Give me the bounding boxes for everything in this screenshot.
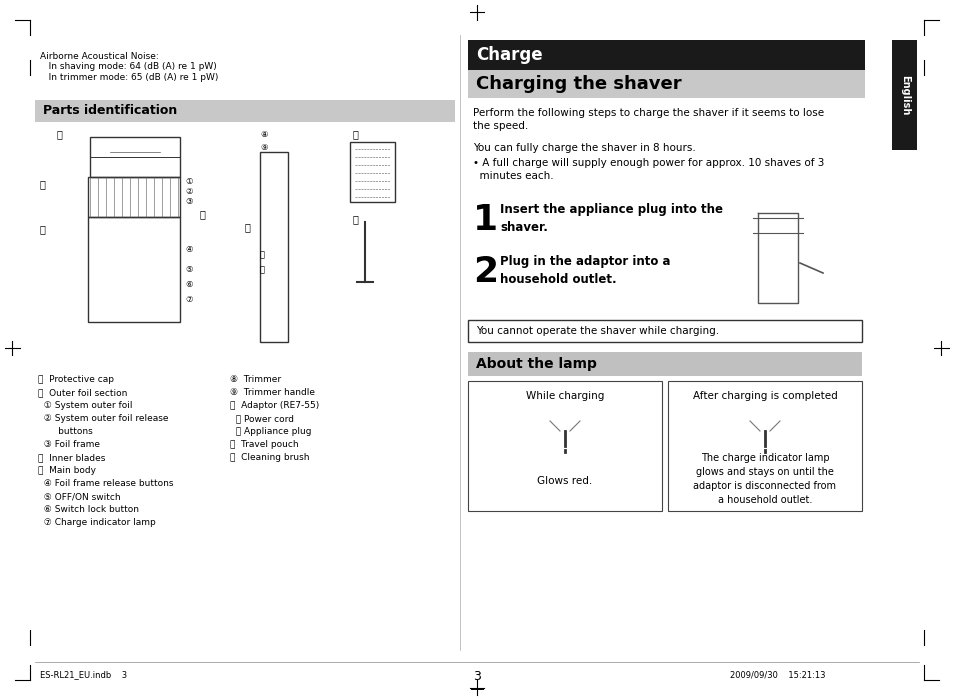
Text: ④: ④ [185,245,193,254]
Text: ⑨: ⑨ [260,143,267,152]
Text: ⑪ Power cord: ⑪ Power cord [230,414,294,423]
Text: ②: ② [185,187,193,196]
Text: You can fully charge the shaver in 8 hours.: You can fully charge the shaver in 8 hou… [473,143,695,153]
Text: Ⓒ: Ⓒ [200,209,206,219]
Text: Ⓓ: Ⓓ [40,224,46,234]
Text: Ⓔ  Adaptor (RE7-55): Ⓔ Adaptor (RE7-55) [230,401,319,410]
Text: 2009/09/30    15:21:13: 2009/09/30 15:21:13 [729,670,824,679]
Bar [88,217,180,322]
Text: Ⓑ  Outer foil section: Ⓑ Outer foil section [38,388,128,397]
Bar [90,137,180,177]
Bar [260,152,288,342]
Text: ⑤: ⑤ [185,265,193,274]
Text: Charging the shaver: Charging the shaver [476,75,680,93]
Text: • A full charge will supply enough power for approx. 10 shaves of 3
  minutes ea: • A full charge will supply enough power… [473,158,823,181]
Bar [667,381,862,511]
Text: ⑨  Trimmer handle: ⑨ Trimmer handle [230,388,314,397]
Bar [88,177,180,217]
Text: 1: 1 [473,203,497,237]
Text: English: English [899,75,909,116]
Text: ① System outer foil: ① System outer foil [38,401,132,410]
Text: Airborne Acoustical Noise:
   In shaving mode: 64 (dB (A) re 1 pW)
   In trimmer: Airborne Acoustical Noise: In shaving mo… [40,52,218,82]
Text: ⑧: ⑧ [260,130,267,139]
Text: ES-RL21_EU.indb    3: ES-RL21_EU.indb 3 [40,670,127,679]
Bar [468,352,862,376]
Text: About the lamp: About the lamp [476,357,597,371]
Text: ⑪: ⑪ [260,250,265,259]
Text: Ⓒ  Inner blades: Ⓒ Inner blades [38,453,105,462]
Text: The charge indicator lamp
glows and stays on until the
adaptor is disconnected f: The charge indicator lamp glows and stay… [693,453,836,505]
Text: ⑦: ⑦ [185,295,193,304]
Text: Ⓑ: Ⓑ [40,179,46,189]
Text: Parts identification: Parts identification [43,104,177,118]
Text: Ⓖ: Ⓖ [353,214,358,224]
Text: ② System outer foil release: ② System outer foil release [38,414,169,423]
Text: Ⓕ: Ⓕ [353,129,358,139]
Text: ⑦ Charge indicator lamp: ⑦ Charge indicator lamp [38,518,155,527]
Text: After charging is completed: After charging is completed [692,391,837,401]
Text: Glows red.: Glows red. [537,476,592,486]
Text: ①: ① [185,177,193,186]
Bar [891,40,916,150]
Bar [350,142,395,202]
Text: ⑫: ⑫ [260,265,265,274]
Bar [468,70,864,98]
Text: ④ Foil frame release buttons: ④ Foil frame release buttons [38,479,173,488]
Text: While charging: While charging [525,391,603,401]
Text: ⑥: ⑥ [185,280,193,289]
Text: Ⓐ: Ⓐ [57,129,63,139]
Text: ③ Foil frame: ③ Foil frame [38,440,100,449]
Text: 2: 2 [473,255,497,289]
Text: 3: 3 [473,670,480,683]
Text: Perform the following steps to charge the shaver if it seems to lose
the speed.: Perform the following steps to charge th… [473,108,823,131]
Text: Ⓕ  Travel pouch: Ⓕ Travel pouch [230,440,298,449]
Text: ⑤ OFF/ON switch: ⑤ OFF/ON switch [38,492,120,501]
Text: Ⓖ  Cleaning brush: Ⓖ Cleaning brush [230,453,309,462]
Text: Plug in the adaptor into a
household outlet.: Plug in the adaptor into a household out… [499,255,670,286]
Text: Ⓓ  Main body: Ⓓ Main body [38,466,96,475]
Text: Charge: Charge [476,46,542,64]
Bar [468,381,661,511]
Text: ⑥ Switch lock button: ⑥ Switch lock button [38,505,139,514]
Text: Insert the appliance plug into the
shaver.: Insert the appliance plug into the shave… [499,203,722,234]
Bar [468,320,862,342]
Text: Ⓐ  Protective cap: Ⓐ Protective cap [38,375,113,384]
FancyBboxPatch shape [35,100,455,122]
Text: ⑧  Trimmer: ⑧ Trimmer [230,375,281,384]
Text: Ⓔ: Ⓔ [245,222,251,232]
Text: ③: ③ [185,197,193,206]
Text: buttons: buttons [38,427,92,436]
Text: You cannot operate the shaver while charging.: You cannot operate the shaver while char… [476,326,719,336]
Bar [468,40,864,70]
Text: ⑫ Appliance plug: ⑫ Appliance plug [230,427,312,436]
